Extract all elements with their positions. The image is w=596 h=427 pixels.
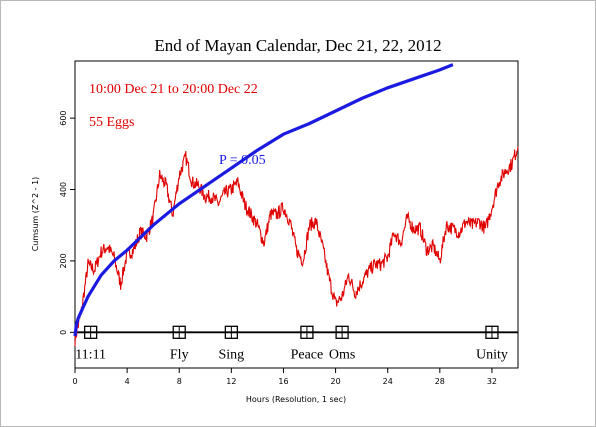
event-label: Unity <box>476 347 508 362</box>
event-label: Fly <box>170 347 189 362</box>
x-axis-ticks: 0 4 8 12 16 20 24 28 32 <box>72 368 497 386</box>
event-marker: Sing <box>219 325 245 362</box>
y-tick-label: 400 <box>59 182 68 197</box>
x-tick-label: 4 <box>125 377 130 386</box>
x-tick-label: 12 <box>226 377 236 386</box>
event-markers: 11:11 Fly Sing Peace Oms Unity <box>75 325 508 362</box>
event-marker: 11:11 <box>75 325 106 362</box>
x-tick-label: 32 <box>487 377 497 386</box>
event-marker: Peace <box>291 325 324 362</box>
x-axis-label: Hours (Resolution, 1 sec) <box>246 395 346 404</box>
period-annotation: 10:00 Dec 21 to 20:00 Dec 22 <box>89 82 258 97</box>
cumsum-series-line <box>74 146 519 347</box>
y-tick-label: 600 <box>59 110 68 125</box>
y-tick-label: 0 <box>59 330 68 335</box>
plot-area-frame <box>74 60 519 369</box>
chart-title: End of Mayan Calendar, Dec 21, 22, 2012 <box>154 36 441 55</box>
event-label: Peace <box>291 347 324 362</box>
y-tick-label: 200 <box>59 253 68 268</box>
x-tick-label: 20 <box>330 377 340 386</box>
x-tick-label: 28 <box>435 377 445 386</box>
event-label: Oms <box>329 347 355 362</box>
p-value-annotation: P = 0.05 <box>219 153 266 168</box>
x-tick-label: 0 <box>72 377 77 386</box>
event-marker: Fly <box>170 325 189 362</box>
y-axis-label: Cumsum (Z^2 - 1) <box>31 177 40 252</box>
eggs-annotation: 55 Eggs <box>89 115 135 130</box>
event-label: Sing <box>219 347 245 362</box>
probability-envelope-line <box>73 63 454 337</box>
event-marker: Oms <box>329 325 355 362</box>
event-marker: Unity <box>476 325 508 362</box>
x-tick-label: 8 <box>177 377 182 386</box>
event-label: 11:11 <box>75 347 106 362</box>
x-tick-label: 16 <box>278 377 288 386</box>
y-axis-ticks: 0 200 400 600 <box>59 110 75 335</box>
x-tick-label: 24 <box>383 377 393 386</box>
